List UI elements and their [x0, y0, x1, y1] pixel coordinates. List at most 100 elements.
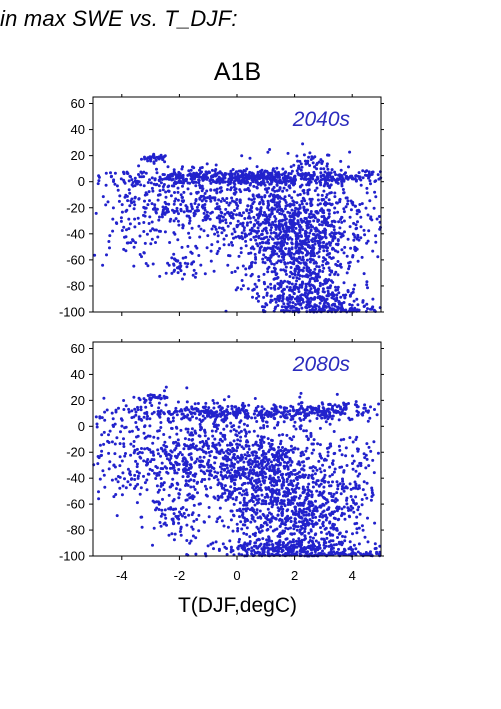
scatter-point [198, 422, 202, 426]
scatter-point [319, 171, 323, 175]
scatter-point [229, 421, 233, 425]
scatter-point [119, 219, 123, 223]
scatter-point [268, 213, 271, 217]
scatter-point [301, 300, 305, 304]
scatter-point [232, 176, 236, 180]
scatter-point [203, 203, 207, 206]
scatter-point [311, 516, 315, 520]
scatter-point [271, 490, 275, 494]
scatter-point [294, 226, 298, 230]
scatter-point [166, 261, 170, 265]
scatter-point [189, 456, 193, 460]
scatter-point [258, 509, 262, 513]
scatter-point [277, 287, 280, 290]
scatter-point [321, 229, 325, 233]
scatter-point [301, 258, 305, 262]
scatter-point [324, 410, 328, 414]
scatter-point [325, 164, 329, 168]
scatter-point [328, 233, 332, 236]
scatter-point [353, 177, 357, 181]
scatter-point [101, 195, 105, 199]
scatter-point [332, 232, 336, 236]
scatter-point [267, 442, 271, 445]
scatter-point [239, 487, 243, 491]
scatter-point [282, 186, 286, 190]
scatter-point [270, 407, 274, 411]
scatter-point [208, 194, 212, 198]
scatter-point [288, 482, 292, 486]
scatter-point [233, 179, 236, 183]
scatter-point [193, 275, 197, 279]
scatter-point [194, 536, 198, 540]
scatter-point [257, 497, 261, 501]
scatter-point [251, 450, 255, 454]
scatter-point [253, 534, 257, 538]
scatter-point [352, 510, 356, 514]
scatter-point [259, 237, 263, 241]
scatter-point [185, 471, 188, 475]
scatter-point [290, 222, 294, 226]
scatter-point [193, 429, 197, 433]
scatter-point [236, 266, 240, 270]
scatter-point [216, 517, 220, 521]
scatter-point [139, 408, 143, 412]
scatter-point [169, 173, 173, 177]
scatter-point [289, 519, 293, 523]
scatter-point [198, 186, 202, 190]
scatter-point [185, 386, 189, 390]
scatter-point [226, 183, 230, 187]
scatter-point [202, 211, 206, 215]
scatter-point [306, 222, 310, 225]
scatter-point [301, 228, 305, 232]
scatter-point [175, 173, 178, 177]
scatter-point [247, 444, 250, 448]
scatter-point [242, 422, 246, 426]
scatter-point [128, 174, 132, 178]
scatter-point [161, 188, 165, 192]
scatter-point [291, 415, 294, 419]
scatter-point [133, 176, 137, 180]
scatter-point [223, 176, 227, 180]
scatter-point [245, 415, 249, 419]
scatter-point [135, 465, 139, 469]
scatter-point [302, 418, 306, 421]
scatter-point [265, 291, 269, 295]
scatter-point [292, 190, 296, 194]
scatter-point [265, 293, 269, 297]
scatter-point [240, 453, 243, 457]
scatter-point [164, 403, 168, 407]
scatter-point [281, 288, 285, 292]
scatter-point [335, 293, 339, 297]
scatter-point [233, 172, 237, 176]
scatter-point [292, 532, 296, 536]
scatter-point [309, 212, 313, 216]
scatter-point [306, 219, 309, 223]
scatter-point [309, 296, 313, 300]
scatter-point [209, 188, 213, 192]
scatter-point [155, 171, 159, 175]
scatter-point [361, 411, 365, 415]
scatter-point [337, 517, 341, 521]
scatter-point [359, 236, 363, 240]
scatter-point [322, 266, 326, 270]
scatter-point [283, 409, 287, 413]
scatter-point [278, 200, 282, 204]
scatter-point [278, 463, 282, 467]
scatter-point [321, 282, 325, 286]
scatter-point [102, 396, 106, 400]
scatter-point [339, 407, 343, 411]
scatter-point [361, 528, 365, 532]
scatter-point [336, 250, 340, 254]
scatter-point [268, 300, 272, 304]
scatter-point [315, 161, 319, 165]
scatter-point [314, 236, 318, 240]
scatter-point [226, 495, 230, 499]
scatter-point [169, 194, 173, 198]
scatter-point [358, 175, 362, 179]
scatter-point [197, 224, 201, 228]
scatter-point [318, 223, 322, 227]
scatter-point [107, 467, 111, 471]
scatter-point [300, 165, 304, 169]
scenario-title: A1B [213, 58, 262, 86]
scatter-point [128, 430, 132, 434]
